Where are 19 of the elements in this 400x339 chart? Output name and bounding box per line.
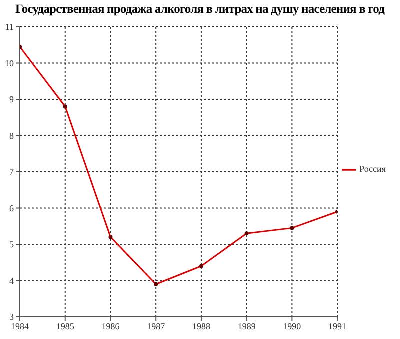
y-tick-label: 9 bbox=[10, 94, 14, 105]
y-tick-label: 6 bbox=[10, 203, 14, 214]
y-tick-label: 11 bbox=[5, 22, 14, 32]
y-tick-label: 4 bbox=[10, 276, 14, 286]
chart-title: Государственная продажа алкоголя в литрах на душу населения в год bbox=[14, 2, 386, 17]
y-tick-label: 5 bbox=[10, 240, 14, 250]
x-tick-label: 1986 bbox=[102, 321, 120, 332]
y-tick-label: 7 bbox=[10, 167, 14, 178]
x-tick-label: 1991 bbox=[328, 321, 347, 332]
legend-label: Россия bbox=[360, 164, 386, 174]
x-tick-label: 1987 bbox=[147, 321, 166, 332]
y-tick-label: 3 bbox=[10, 312, 14, 322]
x-tick-label: 1985 bbox=[56, 321, 75, 332]
x-tick-label: 1984 bbox=[11, 321, 30, 332]
y-tick-label: 10 bbox=[5, 58, 14, 68]
x-tick-label: 1990 bbox=[283, 321, 302, 332]
x-tick-label: 1989 bbox=[238, 321, 256, 332]
y-tick-label: 8 bbox=[10, 130, 14, 141]
x-tick-label: 1988 bbox=[192, 321, 211, 332]
